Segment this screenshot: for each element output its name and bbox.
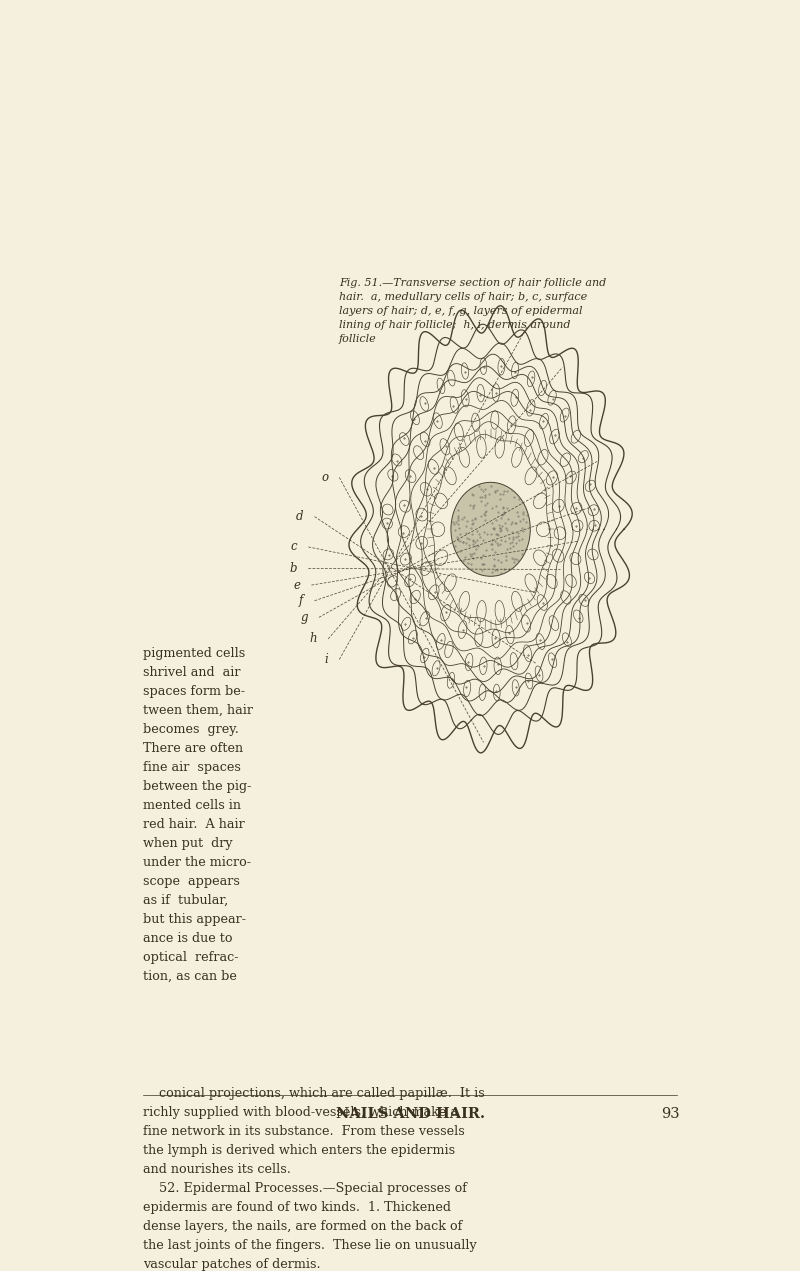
Text: h: h [310, 633, 317, 646]
Text: d: d [296, 510, 303, 524]
Text: b: b [290, 562, 297, 574]
Text: o: o [321, 472, 328, 484]
Text: NAILS AND HAIR.: NAILS AND HAIR. [335, 1107, 485, 1121]
Text: g: g [300, 611, 308, 624]
Text: 93: 93 [661, 1107, 680, 1121]
Text: pigmented cells
shrivel and  air
spaces form be-
tween them, hair
becomes  grey.: pigmented cells shrivel and air spaces f… [143, 647, 254, 982]
Text: f: f [299, 595, 303, 608]
Ellipse shape [451, 482, 530, 576]
Text: e: e [294, 578, 300, 591]
Text: c: c [290, 540, 297, 553]
Text: conical projections, which are called papillæ.  It is
richly supplied with blood: conical projections, which are called pa… [143, 1087, 492, 1271]
Text: Fig. 51.—Transverse section of hair follicle and
hair.  a, medullary cells of ha: Fig. 51.—Transverse section of hair foll… [338, 278, 606, 343]
Text: i: i [325, 653, 328, 666]
